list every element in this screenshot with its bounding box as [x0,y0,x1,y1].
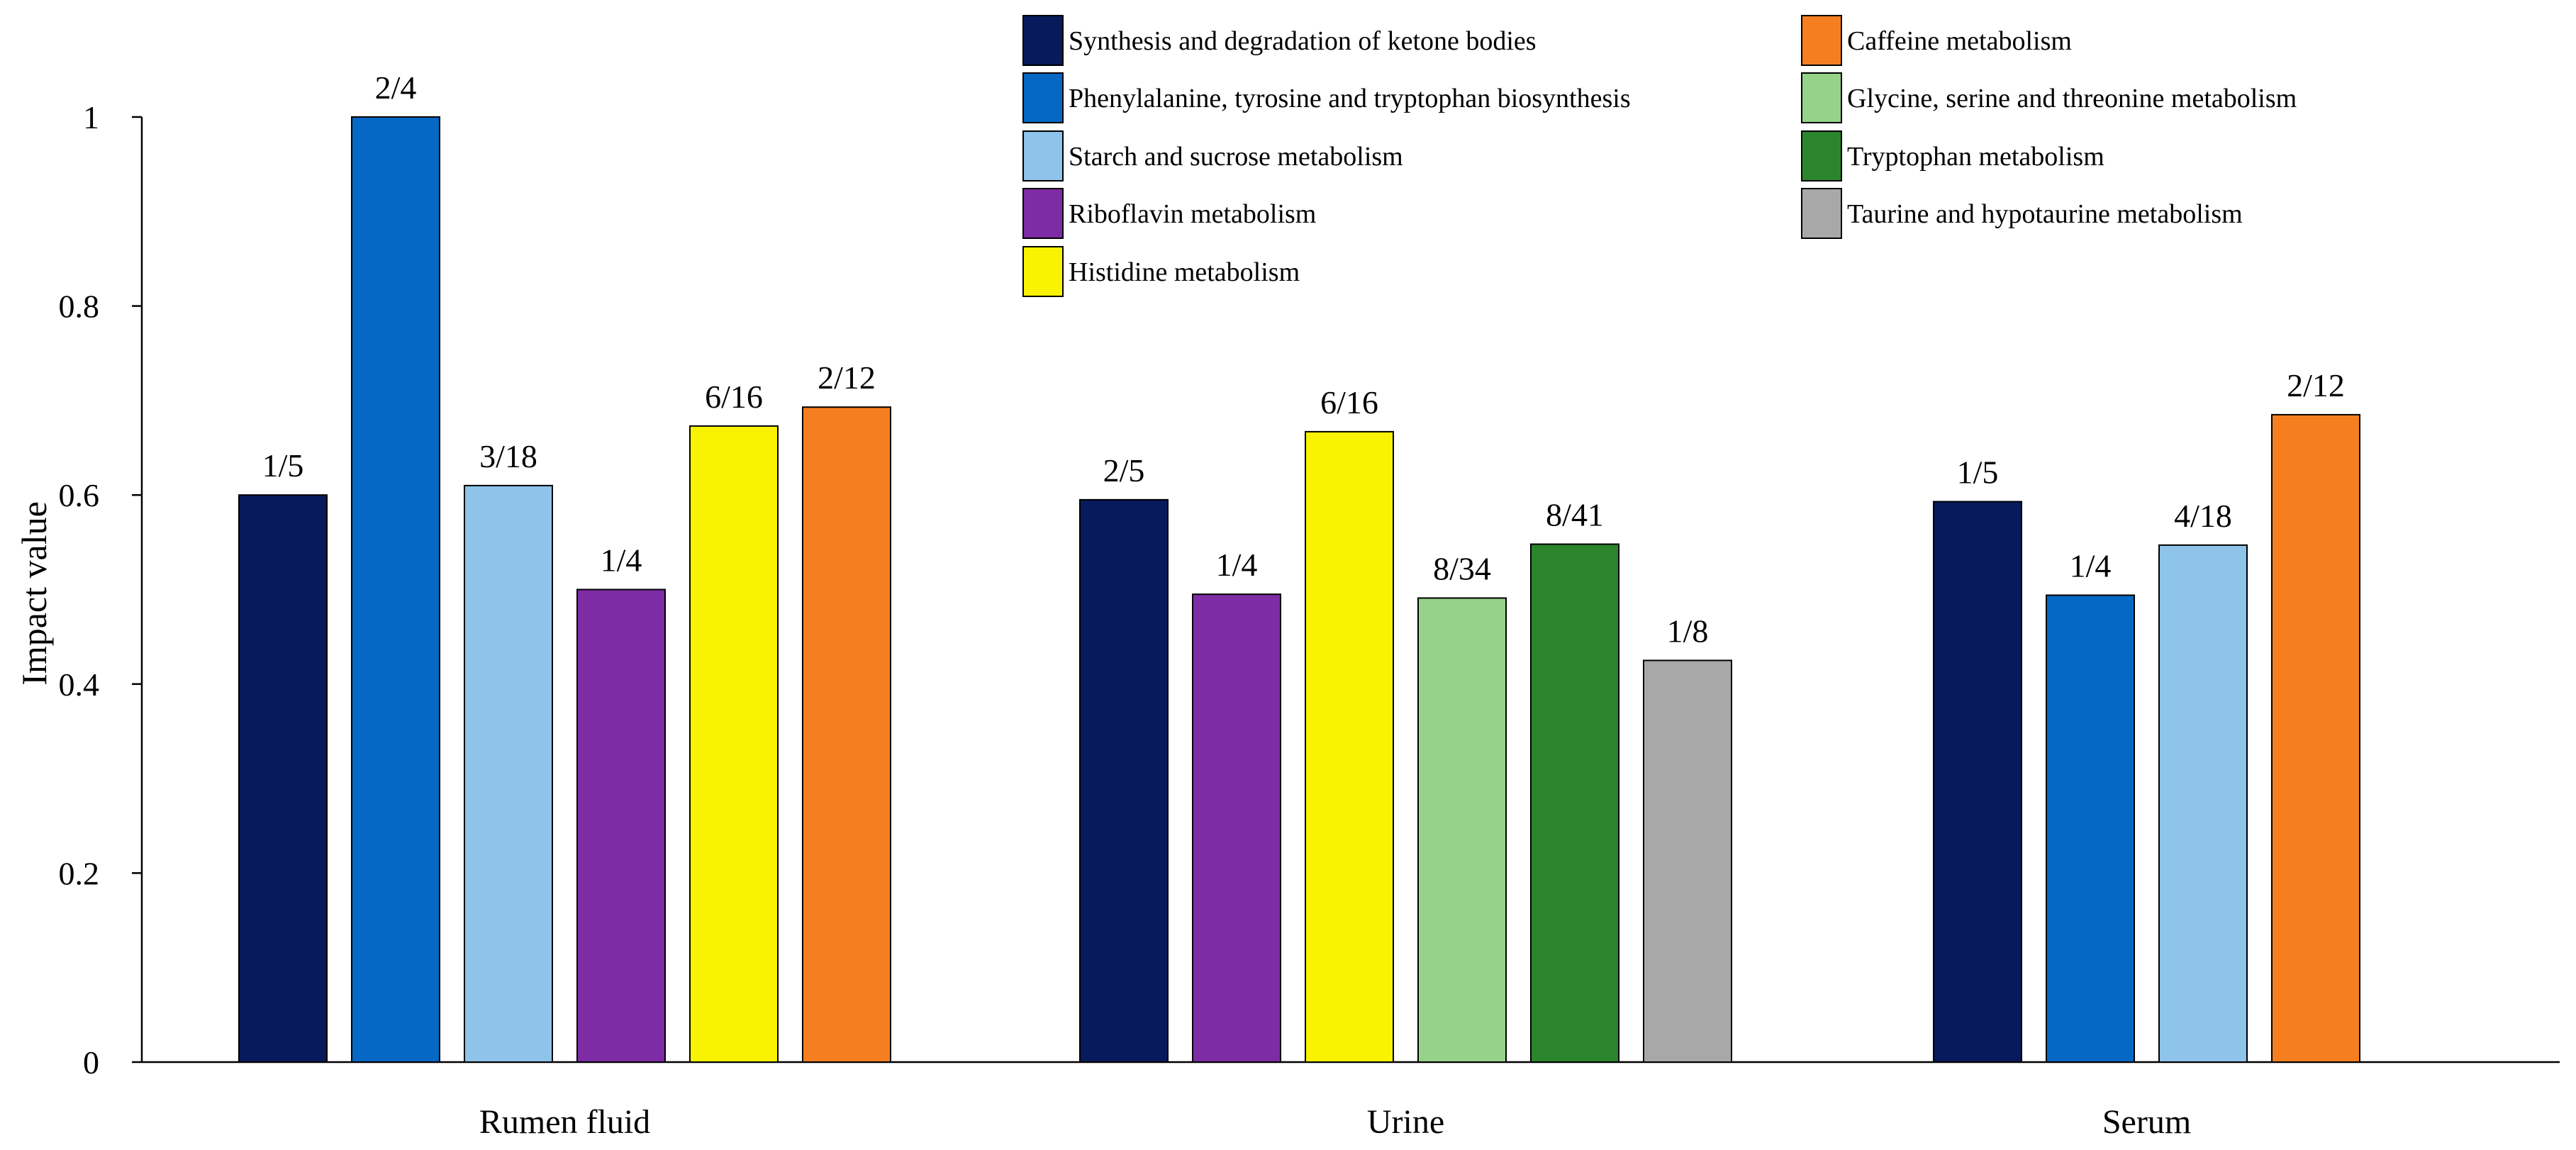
bars: 1/5 2/4 3/18 1/4 6/16 2/12 Rumen fluid 2/5 1/4 6/… [238,69,2360,1141]
bar [1305,430,1394,1063]
bar [2046,594,2135,1063]
bar-data-label: 8/34 [1433,550,1491,586]
legend-label: Caffeine metabolism [1847,26,2072,56]
legend-swatch [1801,72,1842,123]
legend-swatch [1022,72,1064,123]
y-axis-title: Impact value [14,501,54,686]
legend-swatch [1022,188,1064,239]
bar-data-label: 1/5 [262,447,304,484]
legend-item: Phenylalanine, tyrosine and tryptophan b… [1022,72,1631,123]
legend-item: Caffeine metabolism [1801,15,2072,66]
y-tick-label: 0.2 [59,855,100,891]
bar-data-label: 2/4 [375,69,417,106]
legend-item: Tryptophan metabolism [1801,130,2104,182]
bar-data-label: 2/12 [818,359,876,396]
bar [1530,543,1619,1063]
legend-swatch [1022,246,1064,297]
bar [802,406,891,1063]
bar-data-label: 1/4 [1216,547,1258,583]
bar-data-label: 1/4 [601,542,642,579]
bar [1417,597,1507,1063]
bar-group: 2/5 1/4 6/16 8/34 8/41 1/8 Urine [1079,384,1732,1141]
bar [238,494,328,1063]
bar [689,425,779,1063]
legend-label: Riboflavin metabolism [1069,199,1316,229]
x-category-label: Rumen fluid [479,1103,650,1141]
bar [351,116,440,1063]
legend-item: Starch and sucrose metabolism [1022,130,1403,182]
y-tick-label: 0.8 [59,289,100,325]
y-tick-label: 1 [83,99,99,135]
bar-data-label: 3/18 [479,438,537,474]
legend-item: Histidine metabolism [1022,246,1300,297]
legend-label: Starch and sucrose metabolism [1069,142,1403,172]
bar [2271,413,2360,1063]
bar [1079,498,1169,1063]
bar [2158,544,2248,1063]
legend-item: Taurine and hypotaurine metabolism [1801,188,2243,239]
x-category-label: Serum [2102,1103,2191,1141]
y-tick-label: 0.6 [59,477,100,513]
bar-group: 1/5 1/4 4/18 2/12 Serum [1933,367,2360,1141]
bar-data-label: 1/8 [1667,613,1709,649]
legend-swatch [1801,15,1842,66]
y-tick-label: 0 [83,1044,99,1081]
bar [1643,659,1732,1063]
bar-data-label: 4/18 [2174,498,2232,534]
legend-label: Phenylalanine, tyrosine and tryptophan b… [1069,84,1631,113]
legend-label: Tryptophan metabolism [1847,142,2104,172]
bar-data-label: 2/5 [1103,452,1145,489]
legend-swatch [1801,130,1842,182]
bar [1192,593,1281,1063]
bar [1933,501,2022,1063]
x-category-label: Urine [1367,1103,1444,1141]
bar-data-label: 1/5 [1957,454,1999,491]
legend-label: Taurine and hypotaurine metabolism [1847,199,2243,229]
bar [464,484,553,1063]
bar-data-label: 6/16 [1320,384,1378,420]
legend-item: Synthesis and degradation of ketone bodi… [1022,15,1537,66]
legend-label: Synthesis and degradation of ketone bodi… [1069,26,1537,56]
legend-swatch [1801,188,1842,239]
bar-data-label: 6/16 [705,379,763,415]
bar [576,588,666,1063]
legend-item: Riboflavin metabolism [1022,188,1316,239]
bar-data-label: 1/4 [2070,547,2112,584]
y-tick-label: 0.4 [59,666,100,703]
legend-item: Glycine, serine and threonine metabolism [1801,72,2297,123]
legend-swatch [1022,15,1064,66]
bar-data-label: 8/41 [1546,497,1604,533]
legend-label: Histidine metabolism [1069,257,1300,287]
legend: Synthesis and degradation of ketone bodi… [1022,15,2297,297]
legend-label: Glycine, serine and threonine metabolism [1847,84,2297,113]
legend-swatch [1022,130,1064,182]
bar-data-label: 2/12 [2287,367,2345,403]
bar-group: 1/5 2/4 3/18 1/4 6/16 2/12 Rumen fluid [238,69,891,1141]
